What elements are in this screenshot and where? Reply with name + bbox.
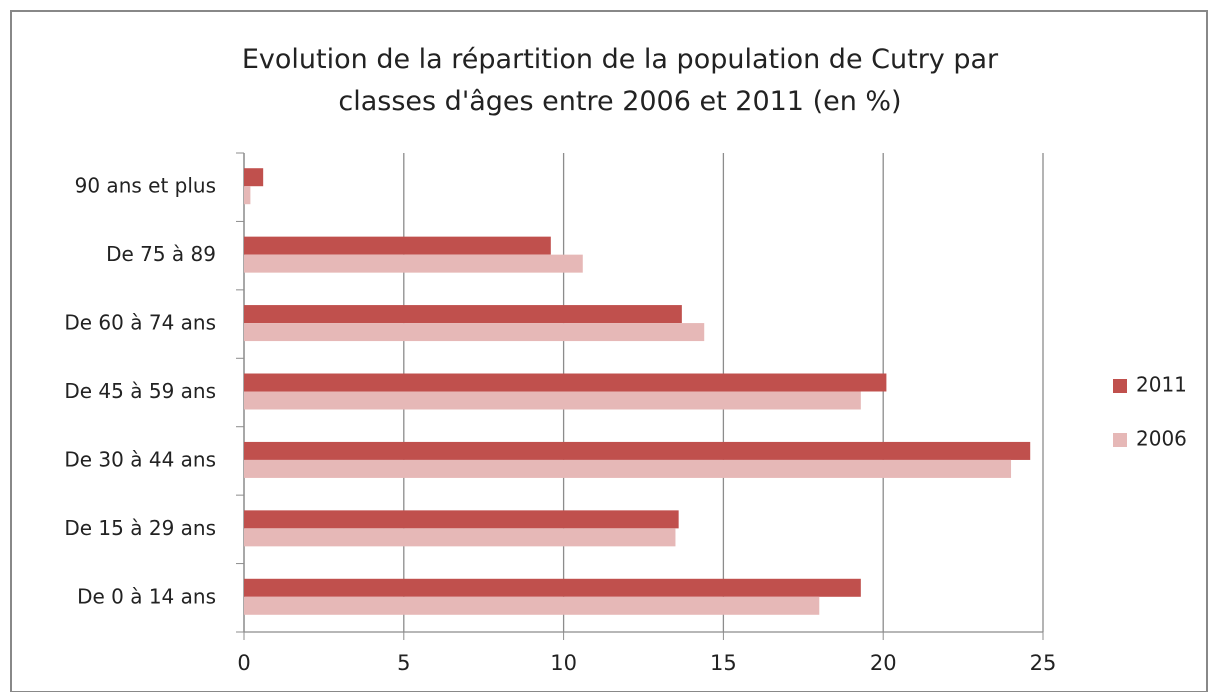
x-tick-label: 20 [870, 651, 897, 675]
bar [244, 254, 583, 273]
y-tick-label: De 15 à 29 ans [64, 516, 216, 540]
bar [244, 323, 705, 342]
x-tick-label: 0 [237, 651, 250, 675]
y-tick-label: De 60 à 74 ans [64, 311, 216, 335]
x-tick-label: 25 [1030, 651, 1057, 675]
chart-frame [10, 10, 1208, 692]
bar [244, 596, 820, 615]
bar [244, 305, 682, 324]
bar [244, 510, 679, 529]
title-line: classes d'âges entre 2006 et 2011 (en %) [338, 86, 901, 117]
bar [244, 373, 887, 392]
legend-swatch [1113, 379, 1127, 393]
y-tick-label: De 45 à 59 ans [64, 379, 216, 403]
x-tick-label: 5 [397, 651, 410, 675]
bar [244, 441, 1031, 460]
title-line: Evolution de la répartition de la popula… [242, 44, 999, 75]
bar [244, 459, 1012, 478]
legend-label: 2011 [1136, 373, 1187, 397]
legend-label: 2006 [1136, 427, 1187, 451]
bar [244, 236, 551, 255]
y-tick-label: 90 ans et plus [75, 174, 216, 198]
x-tick-label: 15 [710, 651, 737, 675]
chart-title: Evolution de la répartition de la popula… [242, 44, 999, 117]
y-tick-label: De 30 à 44 ans [64, 447, 216, 471]
bar [244, 186, 251, 205]
x-tick-label: 10 [550, 651, 577, 675]
legend-swatch [1113, 433, 1127, 447]
y-tick-label: De 75 à 89 [106, 242, 216, 266]
bar [244, 391, 861, 410]
bar [244, 168, 264, 187]
y-tick-label: De 0 à 14 ans [77, 584, 216, 608]
bar [244, 528, 676, 547]
bar [244, 578, 861, 597]
